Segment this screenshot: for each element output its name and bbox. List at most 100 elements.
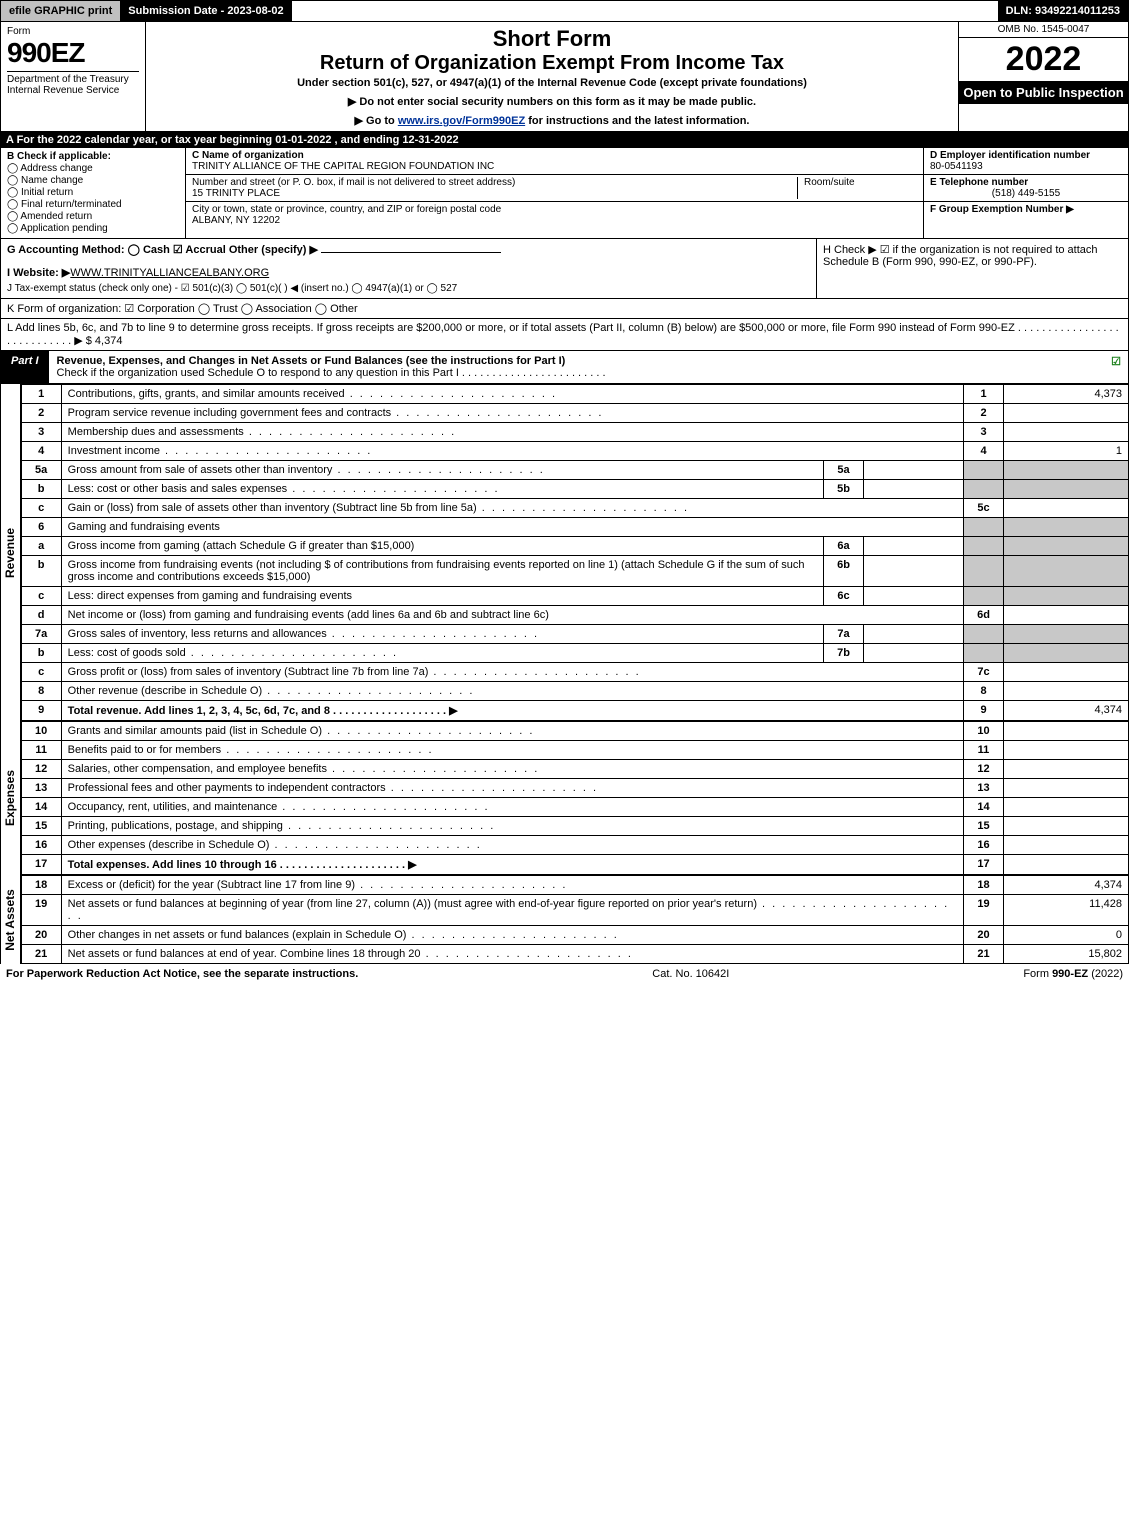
chk-pending-lbl: Application pending bbox=[20, 223, 107, 234]
goto-link-row: ▶ Go to www.irs.gov/Form990EZ for instru… bbox=[150, 114, 954, 127]
l6-t: Gaming and fundraising events bbox=[61, 518, 963, 537]
l3-n: 3 bbox=[21, 423, 61, 442]
l13-n: 13 bbox=[21, 779, 61, 798]
l5b-sub: 5b bbox=[824, 480, 864, 499]
l9-num: 9 bbox=[964, 701, 1004, 721]
l9-t: Total revenue. Add lines 1, 2, 3, 4, 5c,… bbox=[61, 701, 963, 721]
l11-num: 11 bbox=[964, 741, 1004, 760]
c-room-lbl: Room/suite bbox=[804, 177, 855, 188]
l19-amt: 11,428 bbox=[1004, 895, 1129, 926]
c-city-lbl: City or town, state or province, country… bbox=[192, 204, 501, 215]
l6-n: 6 bbox=[21, 518, 61, 537]
l16-t: Other expenses (describe in Schedule O) bbox=[61, 836, 963, 855]
c-addr-val: 15 TRINITY PLACE bbox=[192, 188, 280, 199]
form-number: 990EZ bbox=[7, 37, 139, 69]
l2-n: 2 bbox=[21, 404, 61, 423]
chk-name-change[interactable]: ◯ Name change bbox=[7, 175, 179, 186]
l7a-sub: 7a bbox=[824, 625, 864, 644]
l5a-t: Gross amount from sale of assets other t… bbox=[61, 461, 823, 480]
l20-n: 20 bbox=[21, 926, 61, 945]
l6b-amtshade bbox=[1004, 556, 1129, 587]
l13-t: Professional fees and other payments to … bbox=[61, 779, 963, 798]
l8-num: 8 bbox=[964, 682, 1004, 701]
part-i-tag: Part I bbox=[1, 351, 49, 383]
l7c-t: Gross profit or (loss) from sales of inv… bbox=[61, 663, 963, 682]
l5b-amtshade bbox=[1004, 480, 1129, 499]
l4-t: Investment income bbox=[61, 442, 963, 461]
l6a-sub: 6a bbox=[824, 537, 864, 556]
footer-right: Form Form 990-EZ (2022)990-EZ (2022) bbox=[1023, 968, 1123, 980]
i-website-val[interactable]: WWW.TRINITYALLIANCEALBANY.ORG bbox=[70, 267, 269, 279]
chk-address-change[interactable]: ◯ Address change bbox=[7, 163, 179, 174]
l6b-numshade bbox=[964, 556, 1004, 587]
under-section: Under section 501(c), 527, or 4947(a)(1)… bbox=[150, 77, 954, 89]
dln: DLN: 93492214011253 bbox=[998, 1, 1128, 21]
l2-t: Program service revenue including govern… bbox=[61, 404, 963, 423]
revenue-section: Revenue 1Contributions, gifts, grants, a… bbox=[0, 384, 1129, 721]
l16-num: 16 bbox=[964, 836, 1004, 855]
l19-num: 19 bbox=[964, 895, 1004, 926]
l6c-v bbox=[864, 587, 964, 606]
l15-n: 15 bbox=[21, 817, 61, 836]
l7b-n: b bbox=[21, 644, 61, 663]
l7a-numshade bbox=[964, 625, 1004, 644]
l10-num: 10 bbox=[964, 722, 1004, 741]
l6b-t: Gross income from fundraising events (no… bbox=[61, 556, 823, 587]
l1-num: 1 bbox=[964, 385, 1004, 404]
l5c-num: 5c bbox=[964, 499, 1004, 518]
l8-t: Other revenue (describe in Schedule O) bbox=[61, 682, 963, 701]
l7b-v bbox=[864, 644, 964, 663]
l6d-t: Net income or (loss) from gaming and fun… bbox=[61, 606, 963, 625]
h-check: H Check ▶ ☑ if the organization is not r… bbox=[816, 239, 1128, 298]
l14-num: 14 bbox=[964, 798, 1004, 817]
l10-t: Grants and similar amounts paid (list in… bbox=[61, 722, 963, 741]
omb-number: OMB No. 1545-0047 bbox=[959, 22, 1128, 38]
l6a-n: a bbox=[21, 537, 61, 556]
l17-amt bbox=[1004, 855, 1129, 875]
chk-initial-return-lbl: Initial return bbox=[21, 187, 73, 198]
l6c-t: Less: direct expenses from gaming and fu… bbox=[61, 587, 823, 606]
l5b-t: Less: cost or other basis and sales expe… bbox=[61, 480, 823, 499]
l6a-amtshade bbox=[1004, 537, 1129, 556]
l3-t: Membership dues and assessments bbox=[61, 423, 963, 442]
chk-initial-return[interactable]: ◯ Initial return bbox=[7, 187, 179, 198]
revenue-vlabel: Revenue bbox=[1, 384, 21, 721]
l5a-n: 5a bbox=[21, 461, 61, 480]
l7a-t: Gross sales of inventory, less returns a… bbox=[61, 625, 823, 644]
dept-label: Department of the Treasury Internal Reve… bbox=[7, 71, 139, 96]
l-gross-receipts: L Add lines 5b, 6c, and 7b to line 9 to … bbox=[0, 319, 1129, 351]
l6d-n: d bbox=[21, 606, 61, 625]
l21-amt: 15,802 bbox=[1004, 945, 1129, 964]
l7b-numshade bbox=[964, 644, 1004, 663]
part-i-title: Revenue, Expenses, and Changes in Net As… bbox=[49, 351, 1104, 383]
part-i-header: Part I Revenue, Expenses, and Changes in… bbox=[0, 351, 1129, 384]
l11-amt bbox=[1004, 741, 1129, 760]
l16-n: 16 bbox=[21, 836, 61, 855]
l5c-t: Gain or (loss) from sale of assets other… bbox=[61, 499, 963, 518]
l5a-numshade bbox=[964, 461, 1004, 480]
ssn-warning: ▶ Do not enter social security numbers o… bbox=[150, 95, 954, 108]
return-title: Return of Organization Exempt From Incom… bbox=[150, 52, 954, 75]
short-form-title: Short Form bbox=[150, 26, 954, 52]
l10-n: 10 bbox=[21, 722, 61, 741]
l6a-t: Gross income from gaming (attach Schedul… bbox=[61, 537, 823, 556]
l6a-numshade bbox=[964, 537, 1004, 556]
l7c-n: c bbox=[21, 663, 61, 682]
c-name-lbl: C Name of organization bbox=[192, 150, 304, 161]
l21-n: 21 bbox=[21, 945, 61, 964]
l5a-sub: 5a bbox=[824, 461, 864, 480]
efile-print[interactable]: efile GRAPHIC print bbox=[1, 1, 120, 21]
l18-t: Excess or (deficit) for the year (Subtra… bbox=[61, 876, 963, 895]
i-website-lbl: I Website: ▶ bbox=[7, 267, 70, 279]
chk-final-return[interactable]: ◯ Final return/terminated bbox=[7, 199, 179, 210]
d-ein-val: 80-0541193 bbox=[930, 161, 983, 172]
chk-pending[interactable]: ◯ Application pending bbox=[7, 223, 179, 234]
chk-final-return-lbl: Final return/terminated bbox=[21, 199, 122, 210]
l19-t: Net assets or fund balances at beginning… bbox=[61, 895, 963, 926]
l11-t: Benefits paid to or for members bbox=[61, 741, 963, 760]
l8-n: 8 bbox=[21, 682, 61, 701]
goto-link[interactable]: www.irs.gov/Form990EZ bbox=[398, 115, 525, 127]
l17-n: 17 bbox=[21, 855, 61, 875]
chk-amended[interactable]: ◯ Amended return bbox=[7, 211, 179, 222]
l4-amt: 1 bbox=[1004, 442, 1129, 461]
